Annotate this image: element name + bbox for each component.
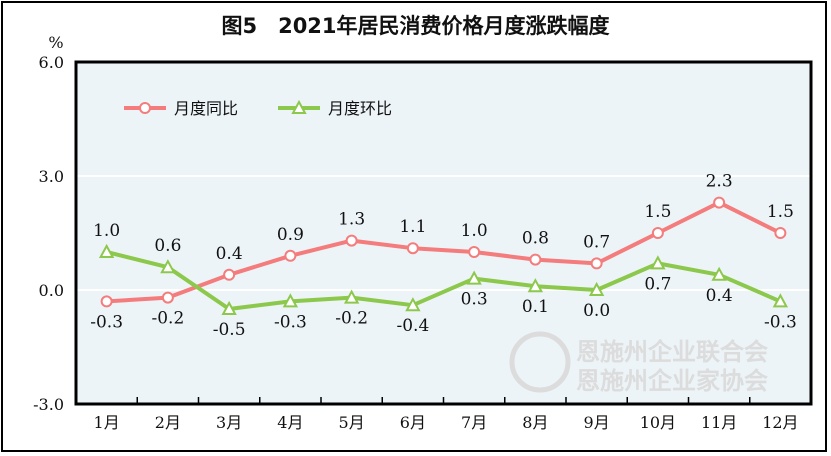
data-point-yoy — [529, 253, 542, 266]
x-tick-label: 6月 — [400, 413, 426, 432]
watermark-text: 恩施州企业联合会 — [576, 338, 768, 366]
data-point-mom — [343, 289, 360, 304]
data-point-yoy — [161, 291, 174, 304]
x-tick-label: 3月 — [216, 413, 242, 432]
data-label: 1.5 — [644, 202, 671, 222]
x-tick-label: 11月 — [701, 413, 737, 432]
legend-label: 月度同比 — [174, 99, 238, 118]
data-point-mom — [650, 255, 666, 270]
data-point-yoy — [774, 227, 787, 239]
data-label: -0.2 — [335, 309, 368, 329]
data-label: 0.3 — [461, 290, 488, 310]
data-label: 0.4 — [706, 286, 733, 306]
y-tick-label: 6.0 — [39, 53, 64, 72]
legend-marker-triangle-icon — [291, 99, 307, 114]
series-line-yoy — [106, 200, 782, 304]
x-tick-label: 5月 — [339, 413, 365, 432]
data-point-yoy — [284, 249, 297, 262]
data-label: 0.0 — [583, 301, 610, 321]
series-line-mom — [106, 250, 782, 311]
data-label: 0.7 — [644, 274, 671, 294]
plot-area — [76, 62, 811, 404]
y-tick-label: -3.0 — [33, 395, 64, 414]
data-label: 1.0 — [93, 221, 120, 241]
data-point-mom — [98, 243, 115, 258]
data-point-mom — [527, 278, 544, 293]
data-label: 0.4 — [216, 244, 243, 264]
data-label: -0.3 — [90, 312, 123, 332]
data-label: 1.5 — [767, 202, 794, 222]
y-tick-label: 3.0 — [39, 167, 64, 186]
data-point-mom — [466, 270, 482, 285]
chart-title: 图5 2021年居民消费价格月度涨跌幅度 — [221, 14, 610, 38]
data-label: 0.9 — [277, 225, 304, 245]
data-label: 0.7 — [583, 232, 610, 252]
data-label: -0.3 — [764, 312, 797, 332]
data-label: -0.2 — [151, 309, 184, 329]
y-axis-unit: % — [48, 33, 63, 52]
data-point-yoy — [345, 234, 358, 247]
data-point-yoy — [100, 295, 113, 308]
legend-label: 月度环比 — [328, 99, 392, 118]
data-point-mom — [711, 266, 727, 281]
data-point-mom — [282, 293, 299, 308]
x-tick-label: 10月 — [640, 413, 676, 432]
x-tick-label: 9月 — [584, 413, 610, 432]
data-label: 1.3 — [338, 210, 365, 230]
data-label: 0.8 — [522, 229, 549, 249]
x-tick-label: 4月 — [277, 413, 303, 432]
data-point-yoy — [406, 242, 419, 255]
legend-marker-circle-icon — [139, 102, 151, 114]
data-point-yoy — [713, 196, 726, 209]
data-label: -0.3 — [274, 312, 307, 332]
data-label: -0.5 — [213, 320, 246, 340]
data-point-mom — [160, 259, 176, 274]
data-point-yoy — [651, 227, 664, 239]
x-tick-label: 2月 — [155, 413, 181, 432]
data-point-mom — [588, 281, 605, 296]
data-label: -0.4 — [396, 316, 429, 336]
data-point-yoy — [468, 246, 481, 258]
x-tick-label: 12月 — [762, 413, 798, 432]
x-tick-label: 1月 — [94, 413, 120, 432]
y-tick-label: 0.0 — [39, 281, 64, 300]
data-label: 1.1 — [399, 217, 426, 237]
data-label: 1.0 — [461, 221, 488, 241]
data-point-yoy — [223, 268, 236, 281]
data-point-mom — [772, 293, 789, 308]
x-tick-label: 8月 — [522, 413, 548, 432]
data-point-mom — [405, 297, 421, 312]
data-point-mom — [221, 300, 237, 315]
data-label: 2.3 — [706, 172, 733, 192]
x-tick-label: 7月 — [461, 413, 487, 432]
data-label: 0.6 — [154, 236, 181, 256]
watermark-logo-icon — [509, 331, 571, 393]
data-point-yoy — [590, 257, 603, 270]
watermark-text: 恩施州企业家协会 — [576, 367, 768, 395]
data-label: 0.1 — [522, 297, 549, 317]
